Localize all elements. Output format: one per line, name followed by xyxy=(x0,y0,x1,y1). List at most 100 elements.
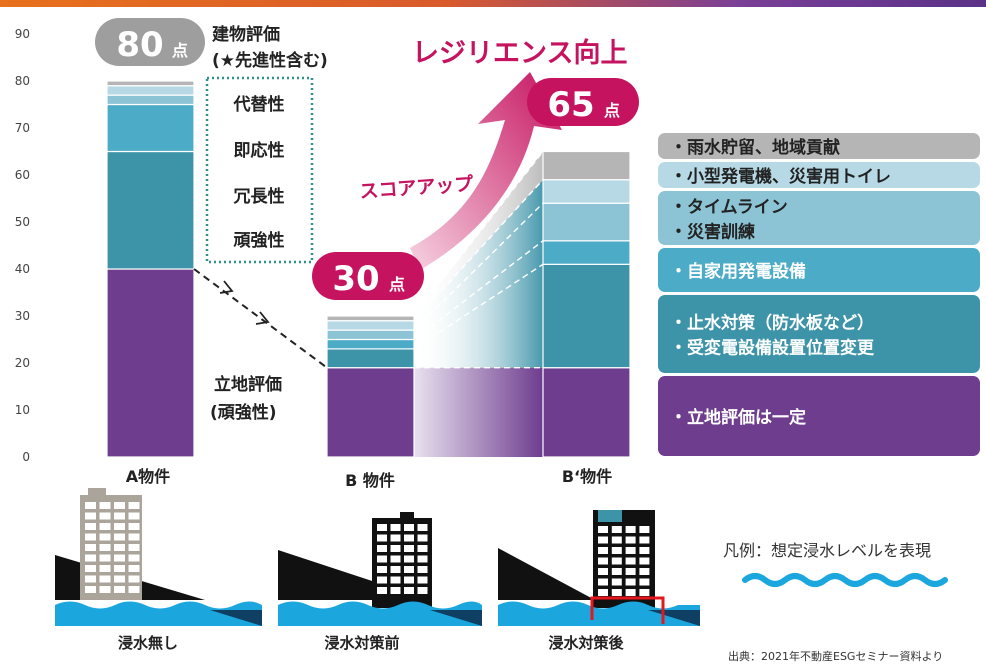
window xyxy=(639,589,650,596)
window xyxy=(390,555,401,563)
window xyxy=(404,524,414,531)
window xyxy=(390,576,401,584)
window xyxy=(128,533,140,541)
window xyxy=(99,502,111,509)
window xyxy=(114,565,125,572)
connector-lines xyxy=(193,151,544,369)
bar-segment xyxy=(542,367,631,458)
window xyxy=(404,566,414,573)
illustration-caption: 浸水対策前 xyxy=(324,634,399,652)
window xyxy=(390,545,401,552)
location-eval-sublabel: (頑強性) xyxy=(210,402,277,423)
resilience-gradient-fade xyxy=(414,151,543,457)
window xyxy=(611,557,622,565)
criteria-item: 代替性 xyxy=(233,94,285,115)
window xyxy=(99,544,111,551)
window xyxy=(128,565,140,572)
total-unit-a: 点 xyxy=(172,41,188,60)
window xyxy=(417,524,428,531)
top-accent-bar xyxy=(0,0,986,7)
window xyxy=(404,555,414,563)
window xyxy=(114,586,125,593)
y-tick-label: 30 xyxy=(15,309,30,323)
window xyxy=(417,555,428,563)
chevron-right-icon xyxy=(219,280,234,294)
window xyxy=(377,524,387,531)
window xyxy=(611,526,622,533)
window xyxy=(611,568,622,575)
window xyxy=(114,575,125,583)
window xyxy=(639,547,650,554)
y-tick-label: 20 xyxy=(15,356,30,370)
window xyxy=(128,554,140,562)
legend-item-text: ・タイムライン xyxy=(670,198,788,218)
window xyxy=(639,568,650,575)
window xyxy=(114,533,125,541)
total-value-b: 30 xyxy=(332,259,379,299)
window xyxy=(114,512,125,520)
window xyxy=(85,544,96,551)
criteria-box xyxy=(205,76,314,264)
window xyxy=(390,566,401,573)
window xyxy=(404,576,414,584)
resilience-arrow-icon xyxy=(410,72,562,270)
y-tick-label: 60 xyxy=(15,168,30,182)
window xyxy=(598,578,608,586)
legend: ・雨水貯留、地域貢献・小型発電機、災害用トイレ・タイムライン・災害訓練・自家用発… xyxy=(658,133,980,456)
y-tick-label: 0 xyxy=(22,450,30,464)
legend-box xyxy=(658,162,980,188)
bar-segment xyxy=(542,240,631,265)
connector-line xyxy=(413,202,544,331)
window xyxy=(598,536,608,544)
window xyxy=(404,587,414,594)
legend-item-text: ・止水対策（防水板など） xyxy=(670,313,874,334)
bar-segment xyxy=(106,150,195,270)
total-value-b2: 65 xyxy=(547,85,594,125)
bar-segment xyxy=(106,80,195,87)
window xyxy=(85,512,96,520)
bar-segment xyxy=(542,202,631,242)
window xyxy=(377,545,387,552)
window xyxy=(404,545,414,552)
window xyxy=(390,524,401,531)
legend-box xyxy=(658,376,980,456)
window xyxy=(85,586,96,593)
window xyxy=(128,523,140,530)
window xyxy=(99,565,111,572)
window xyxy=(625,578,636,586)
window xyxy=(598,526,608,533)
window xyxy=(99,523,111,530)
total-value-a: 80 xyxy=(116,25,163,65)
legend-box xyxy=(658,295,980,373)
window xyxy=(625,526,636,533)
window xyxy=(611,578,622,586)
window xyxy=(128,502,140,509)
y-tick-label: 80 xyxy=(15,74,30,88)
legend-item-text: ・小型発電機、災害用トイレ xyxy=(670,166,891,187)
bar-segment xyxy=(106,103,195,153)
window xyxy=(625,568,636,575)
window xyxy=(85,523,96,530)
total-pill-a xyxy=(95,18,205,66)
legend-item-text: ・自家用発電設備 xyxy=(670,261,806,282)
bar-segment xyxy=(326,315,415,322)
bar-segment xyxy=(326,367,415,458)
window xyxy=(598,568,608,575)
window xyxy=(417,587,428,594)
window xyxy=(128,544,140,551)
window xyxy=(417,576,428,584)
window xyxy=(639,578,650,586)
window xyxy=(625,547,636,554)
criteria-item: 頑強性 xyxy=(233,230,285,251)
window xyxy=(639,526,650,533)
legend-item-text: ・立地評価は一定 xyxy=(670,407,806,428)
window xyxy=(611,589,622,596)
building-eval-label: 建物評価 xyxy=(212,24,280,45)
bar-segment xyxy=(106,268,195,458)
total-pill-b xyxy=(312,252,424,300)
window xyxy=(99,586,111,593)
bar-segment xyxy=(542,150,631,181)
window xyxy=(114,544,125,551)
fade-gray xyxy=(414,151,543,321)
y-tick-label: 90 xyxy=(15,27,30,41)
